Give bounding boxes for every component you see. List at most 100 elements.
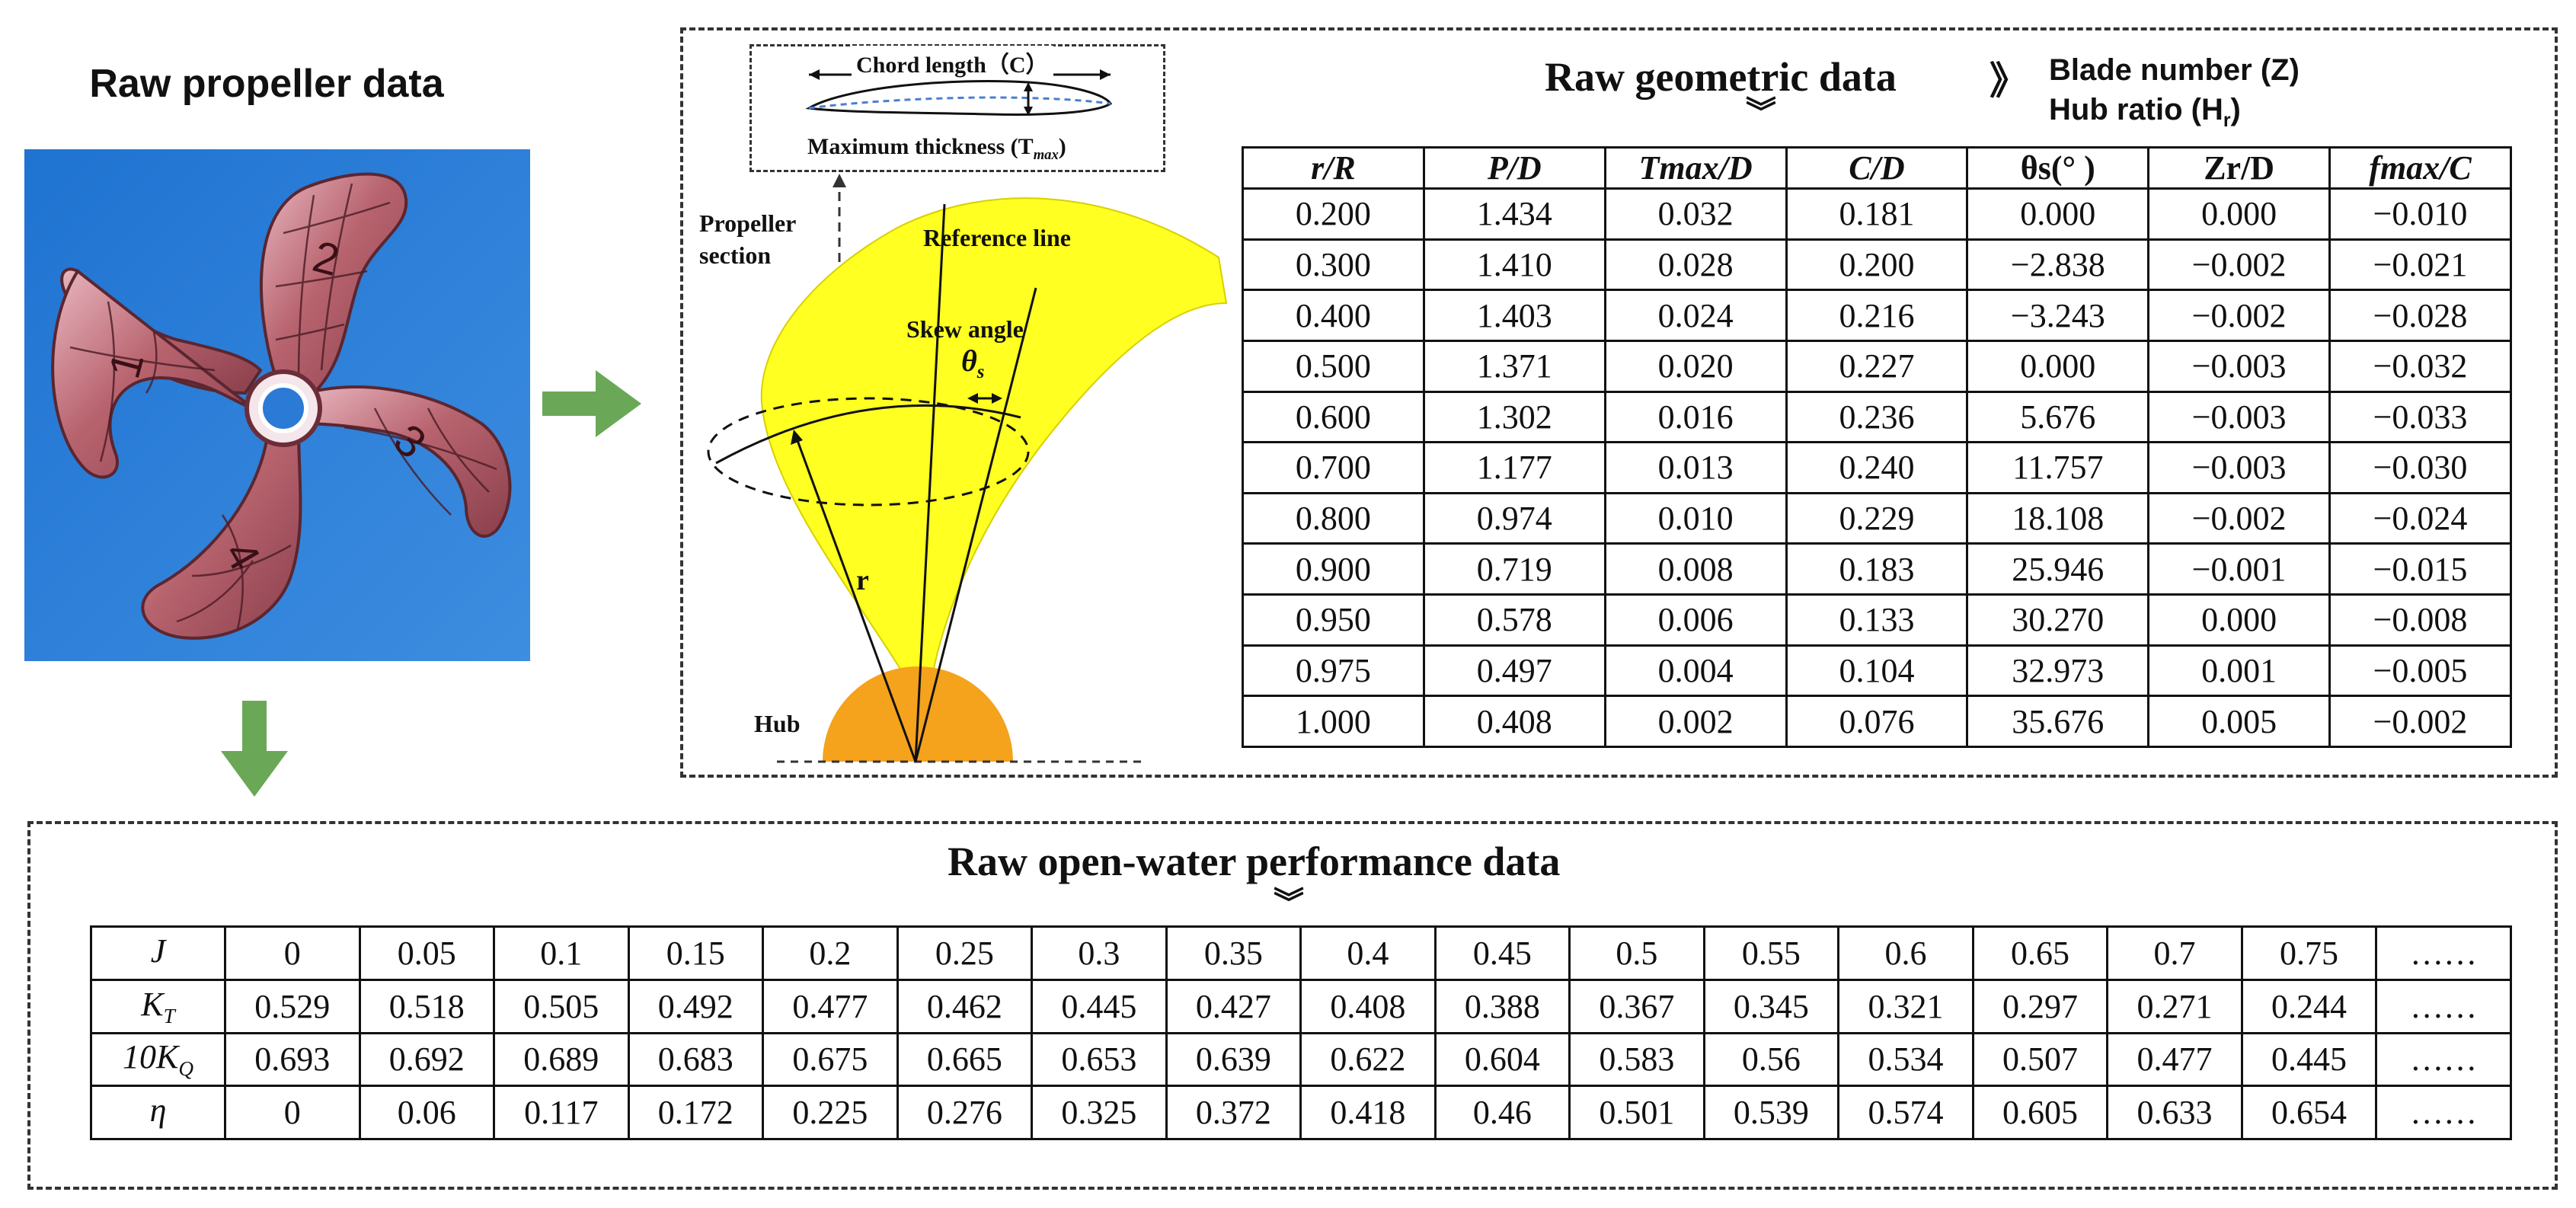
table-cell: 25.946 bbox=[1966, 542, 2150, 596]
table-cell: −0.032 bbox=[2328, 339, 2512, 393]
table-cell: −0.003 bbox=[2147, 390, 2332, 444]
table-cell: 0.013 bbox=[1603, 441, 1788, 494]
chord-length-label: Chord length（C） bbox=[852, 46, 1053, 79]
table-cell: −0.003 bbox=[2147, 339, 2332, 393]
row-label: J bbox=[90, 925, 226, 981]
table-cell: 0.605 bbox=[1971, 1085, 2109, 1140]
table-cell: 0.477 bbox=[762, 978, 899, 1034]
propeller-section-line2: section bbox=[699, 241, 772, 269]
table-cell: 0.700 bbox=[1242, 441, 1425, 494]
table-cell: 0.104 bbox=[1785, 644, 1969, 698]
table-cell: 0.183 bbox=[1785, 542, 1969, 596]
table-cell: 0.45 bbox=[1433, 925, 1571, 981]
table-cell: 0.418 bbox=[1299, 1085, 1437, 1140]
table-cell: 0.372 bbox=[1165, 1085, 1302, 1140]
table-cell: 0.001 bbox=[2147, 644, 2332, 698]
table-cell: 0.445 bbox=[2240, 1031, 2378, 1088]
table-row: 0.975 0.497 0.004 0.104 32.973 0.001 −0.005 bbox=[1242, 644, 2512, 698]
geometric-panel bbox=[680, 27, 2558, 778]
table-cell: 0.388 bbox=[1433, 978, 1571, 1034]
table-cell: 0.539 bbox=[1702, 1085, 1840, 1140]
table-cell: 0.665 bbox=[896, 1031, 1034, 1088]
table-cell: 0.276 bbox=[896, 1085, 1034, 1140]
table-cell: 32.973 bbox=[1966, 644, 2150, 698]
table-cell: 1.403 bbox=[1422, 289, 1606, 342]
table-cell: 0.225 bbox=[762, 1085, 899, 1140]
table-row: 0.500 1.371 0.020 0.227 0.000 −0.003 −0.032 bbox=[1242, 339, 2512, 393]
max-thickness-close: ) bbox=[1058, 134, 1066, 159]
hub-ratio-label: Hub ratio (Hr) bbox=[2049, 93, 2241, 132]
table-cell: 1.177 bbox=[1422, 441, 1606, 494]
table-cell: …… bbox=[2375, 978, 2512, 1034]
table-cell: −3.243 bbox=[1966, 289, 2150, 342]
openwater-panel bbox=[27, 821, 2558, 1190]
table-row: 0.900 0.719 0.008 0.183 25.946 −0.001 −0.015 bbox=[1242, 542, 2512, 596]
table-cell: 0.117 bbox=[493, 1085, 630, 1140]
table-cell: 0.032 bbox=[1603, 187, 1788, 241]
row-label: η bbox=[90, 1085, 226, 1140]
table-cell: 0.604 bbox=[1433, 1031, 1571, 1088]
table-cell: 0.719 bbox=[1422, 542, 1606, 596]
openwater-title: Raw open-water performance data bbox=[948, 839, 1561, 884]
table-cell: 0.076 bbox=[1785, 695, 1969, 748]
theta-sub: s bbox=[976, 362, 985, 382]
table-cell: …… bbox=[2375, 925, 2512, 981]
table-cell: 0.325 bbox=[1031, 1085, 1168, 1140]
table-cell: 30.270 bbox=[1966, 593, 2150, 647]
table-cell: 0.7 bbox=[2106, 925, 2243, 981]
table-cell: 0.408 bbox=[1299, 978, 1437, 1034]
table-cell: −0.002 bbox=[2147, 491, 2332, 545]
table-cell: 0.133 bbox=[1785, 593, 1969, 647]
table-row: 1.000 0.408 0.002 0.076 35.676 0.005 −0.002 bbox=[1242, 695, 2512, 748]
table-cell: 0.408 bbox=[1422, 695, 1606, 748]
table-cell: 0.2 bbox=[762, 925, 899, 981]
table-cell: 5.676 bbox=[1966, 390, 2150, 444]
table-cell: 0.492 bbox=[627, 978, 765, 1034]
table-cell: 0.65 bbox=[1971, 925, 2109, 981]
table-cell: 0.692 bbox=[358, 1031, 496, 1088]
table-cell: −0.008 bbox=[2328, 593, 2512, 647]
table-cell: 0.800 bbox=[1242, 491, 1425, 545]
table-cell: 0.5 bbox=[1568, 925, 1705, 981]
table-cell: 0.367 bbox=[1568, 978, 1705, 1034]
openwater-table-body: J 0 0.05 0.1 0.15 0.2 0.25 0.3 0.35 0.4 0.45 0.5 0.5… bbox=[90, 925, 2512, 1140]
geometric-table-body: 0.200 1.434 0.032 0.181 0.000 0.000 −0.010 0.30… bbox=[1242, 187, 2512, 748]
table-cell: 0.950 bbox=[1242, 593, 1425, 647]
table-cell: 0.297 bbox=[1971, 978, 2109, 1034]
geometric-chevron-icon: ︾ bbox=[1746, 95, 1776, 129]
row-label-text: 10K bbox=[122, 1038, 179, 1076]
table-cell: 0.622 bbox=[1299, 1031, 1437, 1088]
openwater-chevron-icon: ︾ bbox=[1274, 886, 1304, 920]
table-cell: 0.016 bbox=[1603, 390, 1788, 444]
table-cell: 0.497 bbox=[1422, 644, 1606, 698]
table-cell: 0.010 bbox=[1603, 491, 1788, 545]
table-cell: 0.445 bbox=[1031, 978, 1168, 1034]
table-cell: 0.25 bbox=[896, 925, 1034, 981]
table-cell: …… bbox=[2375, 1085, 2512, 1140]
hub-ratio-close: ) bbox=[2230, 93, 2241, 126]
table-cell: −0.005 bbox=[2328, 644, 2512, 698]
table-cell: −2.838 bbox=[1966, 238, 2150, 292]
table-cell: −0.030 bbox=[2328, 441, 2512, 494]
table-cell: 0.321 bbox=[1837, 978, 1974, 1034]
propeller-photo: 2 1 3 4 bbox=[24, 149, 530, 661]
skew-angle-symbol: θs bbox=[961, 343, 984, 383]
table-cell: 0.4 bbox=[1299, 925, 1437, 981]
propeller-panel-title: Raw propeller data bbox=[89, 62, 444, 106]
table-cell: 0 bbox=[224, 925, 361, 981]
table-cell: 0.227 bbox=[1785, 339, 1969, 393]
table-cell: −0.002 bbox=[2147, 238, 2332, 292]
table-cell: 0.505 bbox=[493, 978, 630, 1034]
table-cell: 0.583 bbox=[1568, 1031, 1705, 1088]
table-cell: −0.028 bbox=[2328, 289, 2512, 342]
airfoil-section-box bbox=[749, 44, 1165, 172]
theta-symbol: θ bbox=[961, 344, 977, 378]
max-thickness-text: Maximum thickness (T bbox=[807, 134, 1034, 159]
blade-section-diagram bbox=[707, 174, 1228, 763]
row-label-sub: Q bbox=[178, 1057, 194, 1081]
header-C-D: C/D bbox=[1785, 146, 1969, 190]
table-cell: 0.06 bbox=[358, 1085, 496, 1140]
table-cell: −0.010 bbox=[2328, 187, 2512, 241]
table-cell: 0.693 bbox=[224, 1031, 361, 1088]
radius-label: r bbox=[856, 564, 869, 596]
